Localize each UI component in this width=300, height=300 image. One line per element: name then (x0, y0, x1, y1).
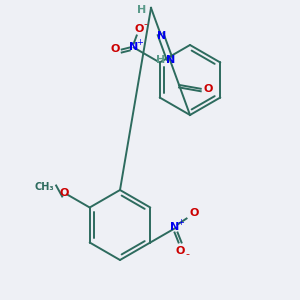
Text: N: N (157, 31, 166, 41)
Text: O: O (190, 208, 199, 218)
Text: O: O (203, 84, 212, 94)
Text: N: N (166, 55, 175, 64)
Text: O: O (110, 44, 119, 55)
Text: +: + (177, 218, 184, 227)
Text: +: + (136, 38, 143, 47)
Text: O: O (59, 188, 69, 199)
Text: H: H (156, 55, 165, 64)
Text: O: O (134, 23, 143, 34)
Text: O: O (176, 245, 185, 256)
Text: -: - (186, 250, 190, 260)
Text: N: N (170, 223, 179, 232)
Text: N: N (129, 43, 138, 52)
Text: CH₃: CH₃ (34, 182, 54, 193)
Text: -: - (144, 20, 148, 29)
Text: H: H (137, 5, 147, 15)
